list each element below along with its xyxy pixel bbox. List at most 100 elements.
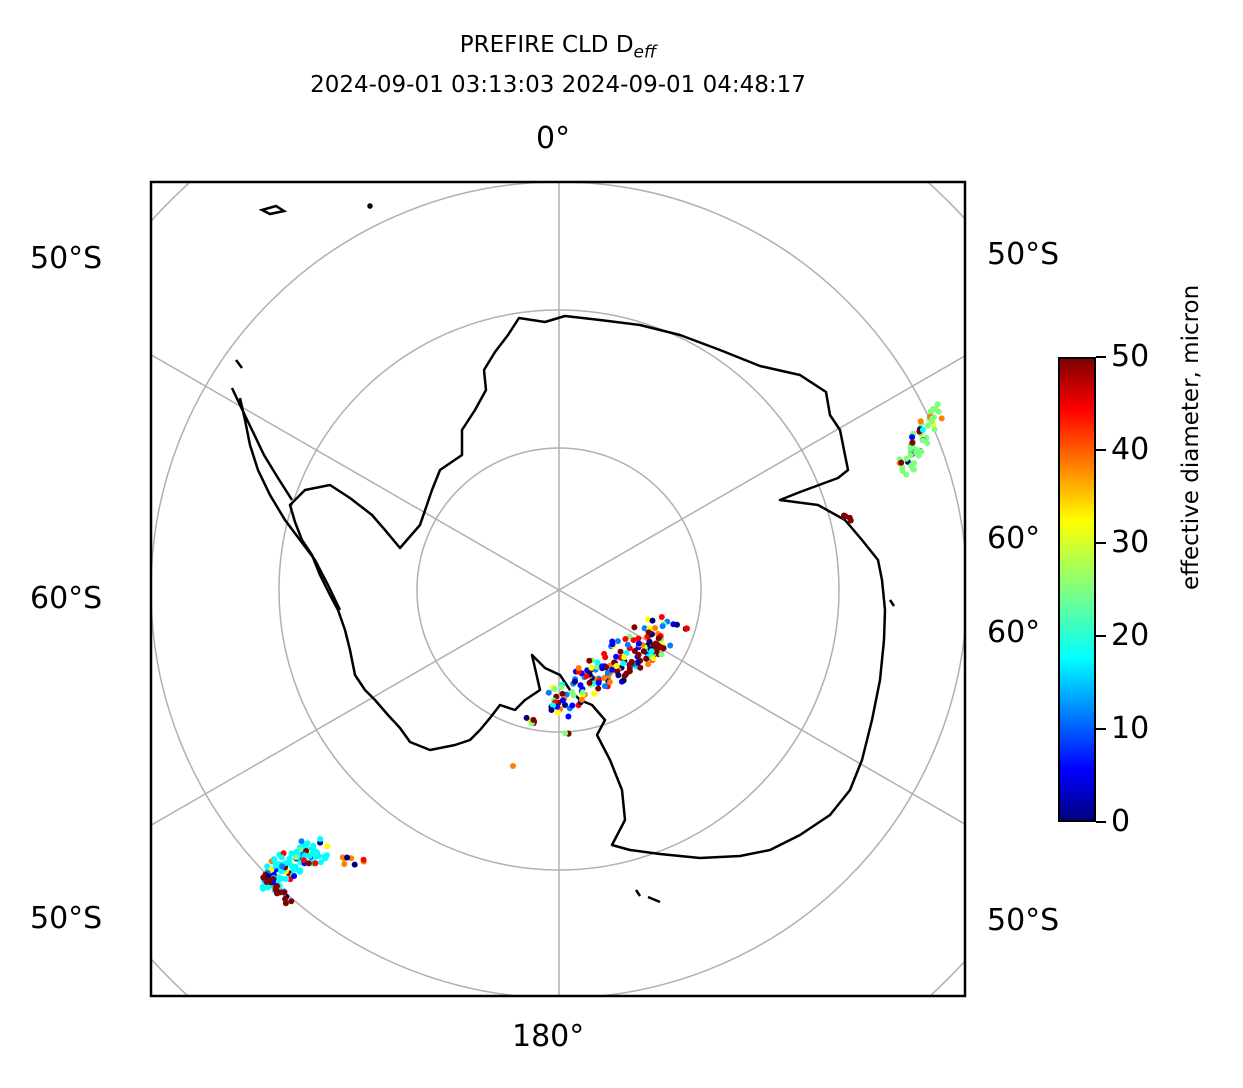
data-point [931, 426, 938, 433]
data-point [265, 877, 271, 883]
antarctic-peninsula [230, 387, 342, 611]
data-point [351, 861, 358, 868]
data-point [655, 635, 662, 642]
lon-label-bottom: 180° [512, 1019, 585, 1054]
data-point [293, 848, 300, 855]
retrieval-points [259, 401, 945, 907]
data-point [572, 678, 578, 685]
data-point [594, 659, 601, 666]
data-point [684, 625, 690, 632]
colorbar-tick-mark [1096, 542, 1106, 544]
data-point [559, 690, 566, 697]
data-point [324, 843, 331, 850]
lat-label-left-upper: 50°S [30, 241, 103, 276]
data-point [645, 661, 652, 668]
data-point [620, 677, 627, 684]
data-point [650, 655, 657, 662]
data-point [570, 692, 577, 699]
antarctica-coastline [288, 314, 887, 860]
chart-title: PREFIRE CLD Deff [459, 32, 657, 63]
data-point [551, 686, 558, 693]
data-point [913, 449, 920, 456]
data-point [624, 641, 631, 648]
data-point [910, 460, 917, 467]
data-point [569, 702, 576, 709]
data-point [918, 448, 925, 455]
coastline-fragments [235, 203, 896, 904]
colorbar-tick-label: 40 [1111, 432, 1150, 467]
data-point [909, 434, 916, 441]
data-point [583, 673, 590, 680]
data-point [510, 763, 516, 769]
chart-subtitle: 2024-09-01 03:13:03 2024-09-01 04:48:17 [310, 72, 806, 98]
colorbar-tick-label: 50 [1111, 339, 1150, 374]
data-point [643, 655, 650, 662]
data-point [306, 853, 313, 859]
data-point [631, 648, 638, 654]
data-point [903, 455, 910, 462]
data-point [601, 650, 608, 657]
data-point [652, 625, 659, 632]
data-point [601, 675, 608, 681]
data-point [264, 863, 271, 870]
data-point [909, 465, 916, 472]
data-point [649, 617, 656, 624]
data-point [917, 418, 924, 425]
data-point [640, 648, 647, 655]
data-point [523, 714, 530, 721]
data-point [648, 648, 655, 655]
colorbar-tick-label: 0 [1111, 804, 1131, 839]
data-point [302, 852, 309, 859]
data-point [628, 660, 635, 666]
data-point [599, 663, 606, 670]
data-point [595, 679, 602, 686]
data-point [646, 629, 652, 636]
data-point [653, 646, 660, 653]
data-point [617, 648, 624, 655]
colorbar-tick-mark [1096, 356, 1106, 358]
colorbar-tick-label: 10 [1111, 711, 1150, 746]
data-point [291, 865, 298, 872]
data-point [575, 665, 582, 671]
data-point [323, 852, 330, 859]
colorbar-tick-mark [1096, 449, 1106, 451]
data-point [938, 415, 945, 422]
data-point [934, 401, 941, 408]
data-point [586, 679, 593, 686]
data-point [622, 636, 629, 642]
data-point [935, 408, 942, 415]
data-point [558, 684, 565, 691]
data-point [305, 860, 312, 867]
data-point [924, 440, 931, 447]
data-point [613, 653, 620, 660]
data-point [637, 664, 644, 671]
data-point [281, 889, 288, 896]
colorbar-tick-mark [1096, 728, 1106, 730]
data-point [282, 900, 289, 907]
data-point [579, 689, 586, 696]
data-point [614, 638, 621, 645]
data-point [907, 445, 914, 452]
data-point [577, 682, 584, 689]
data-point [554, 709, 561, 716]
data-point [272, 886, 279, 893]
data-point [565, 713, 572, 720]
lat-label-right-mid2: 60° [987, 615, 1041, 650]
data-point [360, 856, 367, 863]
lat-label-right-mid1: 60° [987, 521, 1041, 556]
data-point [310, 842, 317, 849]
lat-label-right-lower: 50°S [987, 903, 1060, 938]
data-point [609, 641, 616, 648]
data-point [588, 664, 595, 671]
data-point [635, 659, 642, 666]
colorbar [1058, 357, 1096, 822]
data-point [907, 452, 914, 459]
data-point [930, 405, 937, 412]
colorbar-tick-mark [1096, 821, 1106, 823]
data-point [578, 696, 585, 703]
data-point [279, 863, 285, 870]
data-point [296, 868, 303, 875]
colorbar-tick-mark [1096, 635, 1106, 637]
longitude-gridlines [151, 182, 965, 996]
